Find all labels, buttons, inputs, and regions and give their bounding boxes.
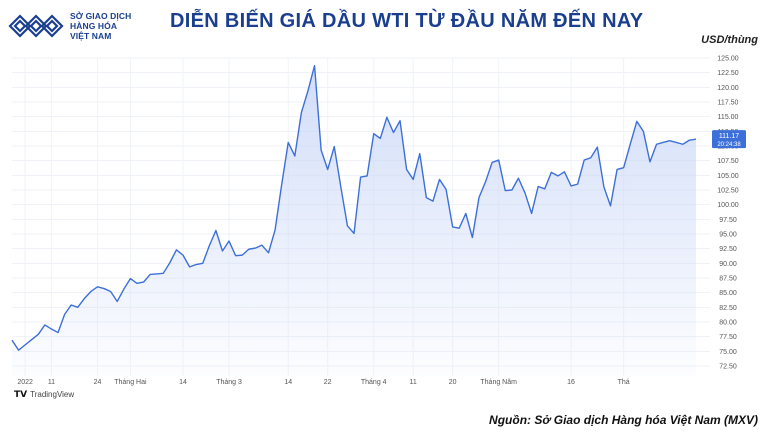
y-tick-label: 125.00 [717, 56, 739, 63]
x-tick-label: 24 [94, 379, 102, 386]
y-tick-label: 107.50 [717, 158, 739, 165]
mxv-logo-icon [8, 14, 64, 38]
y-axis: 72.50 75.00 77.50 80.00 82.50 85.00 87.50 90.00… [717, 56, 739, 371]
y-tick-label: 95.00 [719, 232, 737, 239]
y-tick-label: 82.50 [719, 305, 737, 312]
y-tick-label: 92.50 [719, 246, 737, 253]
y-tick-label: 102.50 [717, 188, 739, 195]
x-tick-label: 11 [410, 379, 417, 386]
source-note: Nguồn: Sở Giao dịch Hàng hóa Việt Nam (M… [489, 413, 758, 427]
tradingview-label: TradingView [30, 390, 75, 399]
y-tick-label: 72.50 [719, 364, 737, 371]
y-tick-label: 97.50 [719, 217, 737, 224]
x-tick-label: 14 [284, 379, 292, 386]
chart-title: DIỄN BIẾN GIÁ DẦU WTI TỪ ĐẦU NĂM ĐẾN NAY [170, 10, 644, 32]
unit-label: USD/thùng [701, 34, 758, 46]
x-tick-label: 2022 [17, 379, 33, 386]
x-tick-label: 22 [324, 379, 332, 386]
logo-line-1: SỞ GIAO DỊCH [70, 11, 132, 21]
price-line [11, 64, 697, 351]
x-tick-label: Tháng 3 [216, 379, 242, 386]
y-tick-label: 100.00 [717, 202, 739, 209]
x-tick-label: 11 [48, 379, 55, 386]
x-tick-label: Thá [618, 379, 630, 386]
logo-line-2: HÀNG HÓA [70, 21, 118, 31]
last-price-time: 20:24:38 [717, 142, 741, 148]
tradingview-icon: 𝗧𝗩 [14, 389, 28, 399]
y-tick-label: 77.50 [719, 334, 737, 341]
tradingview-brand: 𝗧𝗩 TradingView [14, 389, 74, 400]
x-tick-label: Tháng Hai [114, 379, 147, 386]
logo-line-3: VIỆT NAM [70, 31, 112, 41]
chart-area: 72.50 75.00 77.50 80.00 82.50 85.00 87.50 90.00… [8, 52, 762, 400]
price-area-fill [12, 65, 696, 376]
y-tick-label: 122.50 [717, 70, 739, 77]
last-price-value: 111.17 [719, 133, 739, 140]
y-tick-label: 105.00 [717, 173, 739, 180]
y-tick-label: 90.00 [719, 261, 737, 268]
y-tick-label: 115.00 [718, 114, 739, 121]
y-tick-label: 80.00 [719, 320, 737, 327]
y-tick-label: 117.50 [718, 100, 739, 107]
logo: SỞ GIAO DỊCH HÀNG HÓA VIỆT NAM [8, 6, 158, 46]
x-tick-label: 20 [449, 379, 457, 386]
y-tick-label: 85.00 [719, 290, 737, 297]
x-tick-label: 14 [179, 379, 187, 386]
last-price-box [712, 130, 746, 149]
y-tick-label: 75.00 [719, 349, 737, 356]
x-axis: 2022 11 24 Tháng Hai 14 Tháng 3 14 22 Tháng 4 11 2… [17, 379, 629, 386]
y-tick-label: 120.00 [717, 85, 739, 92]
y-tick-label: 87.50 [719, 276, 737, 283]
x-tick-label: 16 [567, 379, 575, 386]
last-price-badge: 111.17 20:24:38 [712, 130, 746, 149]
x-tick-label: Tháng Năm [480, 379, 517, 386]
x-tick-label: Tháng 4 [361, 379, 387, 386]
price-chart: 72.50 75.00 77.50 80.00 82.50 85.00 87.50 90.00… [11, 56, 746, 386]
